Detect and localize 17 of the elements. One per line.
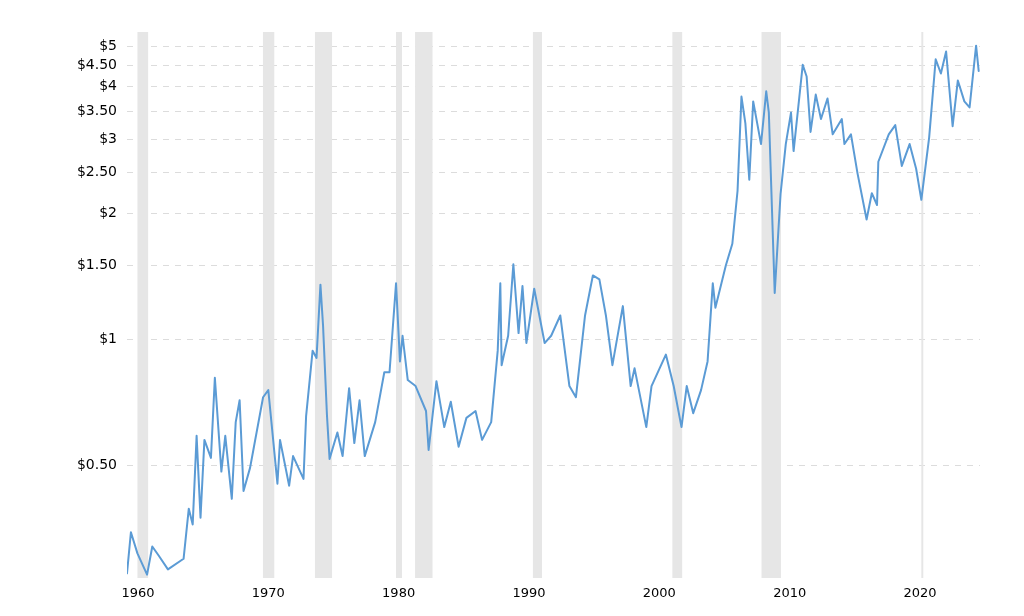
- y-tick-label: $0.50: [76, 456, 117, 473]
- x-tick-label: 1970: [251, 585, 285, 601]
- x-tick-label: 1990: [512, 585, 546, 601]
- x-tick-label: 2010: [773, 585, 807, 601]
- x-tick-label: 2000: [642, 585, 676, 601]
- y-tick-label: $2: [99, 203, 117, 220]
- x-tick-label: 1960: [121, 585, 155, 601]
- y-tick-label: $1.50: [76, 256, 117, 273]
- y-tick-label: $3.50: [76, 101, 117, 118]
- y-tick-label: $1: [99, 330, 117, 346]
- y-tick-label: $2.50: [76, 163, 117, 179]
- y-tick-label: $3: [99, 129, 117, 146]
- y-tick-label: $5: [99, 36, 117, 53]
- x-tick-label: 1980: [382, 585, 416, 601]
- y-tick-label: $4.50: [76, 55, 117, 72]
- y-tick-label: $4: [99, 77, 118, 94]
- x-tick-label: 2020: [903, 585, 937, 601]
